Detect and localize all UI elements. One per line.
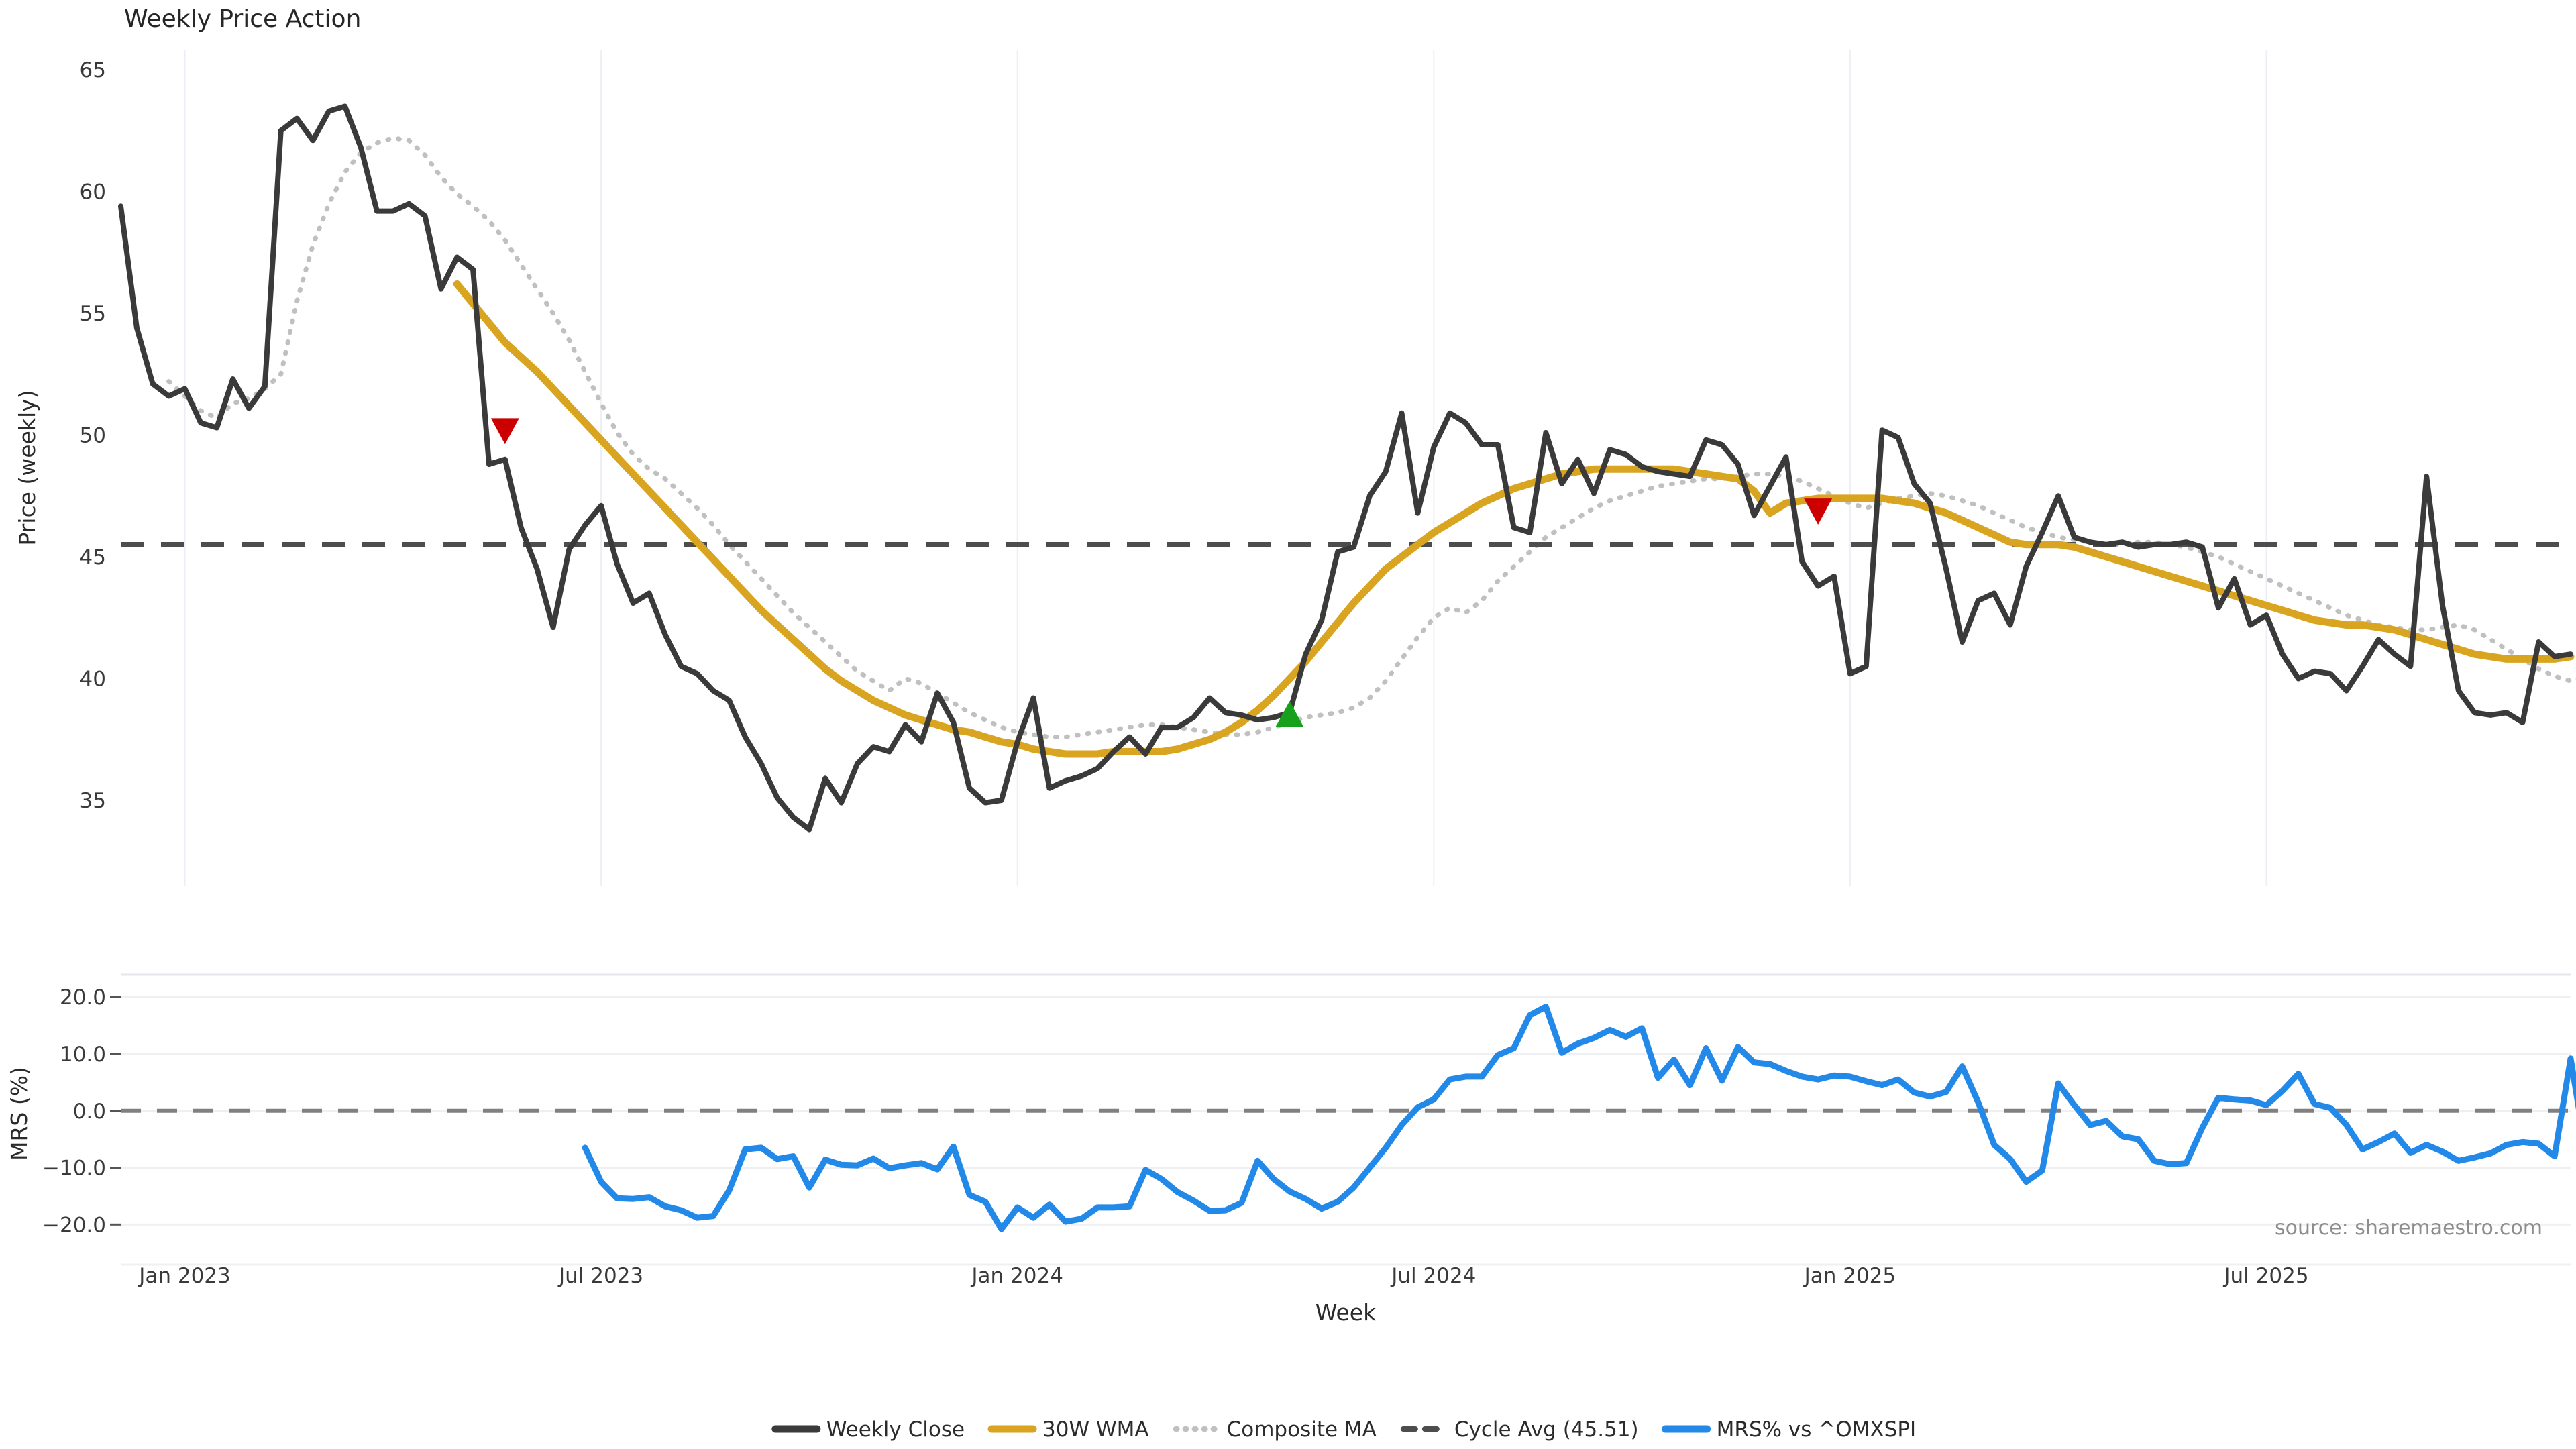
legend-item-composite-ma[interactable]: Composite MA [1173, 1417, 1377, 1442]
chart-legend: Weekly Close 30W WMA Composite MA Cycle Avg… [771, 1417, 1917, 1442]
legend-label-composite-ma: Composite MA [1227, 1417, 1377, 1442]
mrs-y-tick-label: 20.0 [60, 985, 106, 1010]
price-panel-series [118, 103, 2576, 833]
price-axis-label: Price (weekly) [14, 390, 40, 545]
wma-line [453, 280, 2575, 758]
price-y-tick-label: 50 [80, 423, 106, 447]
x-axis-label: Week [1316, 1299, 1377, 1326]
legend-item-wma[interactable]: 30W WMA [987, 1417, 1149, 1442]
sell-signal-marker [1804, 498, 1833, 525]
x-tick-label: Jul 2023 [557, 1264, 643, 1288]
legend-label-mrs: MRS% vs ^OMXSPI [1717, 1417, 1917, 1442]
mrs-y-tick-label: 10.0 [60, 1042, 106, 1067]
legend-item-cycle-avg[interactable]: Cycle Avg (45.51) [1400, 1417, 1639, 1442]
source-note: source: sharemaestro.com [2275, 1216, 2542, 1240]
page-title: Weekly Price Action [124, 5, 361, 33]
price-y-tick-label: 45 [80, 545, 106, 570]
legend-label-cycle-avg: Cycle Avg (45.51) [1454, 1417, 1639, 1442]
price-y-tick-label: 55 [80, 302, 106, 326]
legend-item-weekly-close[interactable]: Weekly Close [771, 1417, 965, 1442]
price-y-tick-label: 35 [80, 789, 106, 813]
mrs-y-tick-label: 0.0 [73, 1099, 106, 1124]
x-tick-label: Jan 2024 [970, 1264, 1063, 1288]
price-y-tick-label: 40 [80, 667, 106, 691]
mrs-line [582, 1004, 2576, 1232]
buy-signal-marker [1275, 700, 1304, 727]
x-tick-label: Jul 2025 [2222, 1264, 2308, 1288]
price-y-tick-label: 60 [80, 180, 106, 205]
signal-markers [490, 418, 1833, 727]
legend-item-mrs[interactable]: MRS% vs ^OMXSPI [1662, 1417, 1917, 1442]
mrs-y-tick-label: −10.0 [42, 1157, 106, 1181]
axis-labels: Weekly Price Action 35 40 45 50 55 60 65 Price (… [6, 5, 2542, 1326]
composite-ma-line [166, 136, 2576, 740]
mrs-y-tick-label: −20.0 [42, 1213, 106, 1237]
mrs-axis-label: MRS (%) [6, 1067, 32, 1161]
legend-label-wma: 30W WMA [1042, 1417, 1149, 1442]
x-tick-label: Jul 2024 [1390, 1264, 1476, 1288]
x-tick-label: Jan 2025 [1803, 1264, 1896, 1288]
mrs-panel-series [121, 1004, 2576, 1232]
price-y-tick-label: 65 [80, 58, 106, 83]
weekly-close-line [118, 103, 2573, 833]
legend-label-weekly-close: Weekly Close [826, 1417, 965, 1442]
sell-signal-marker [490, 418, 519, 445]
x-tick-label: Jan 2023 [138, 1264, 231, 1288]
